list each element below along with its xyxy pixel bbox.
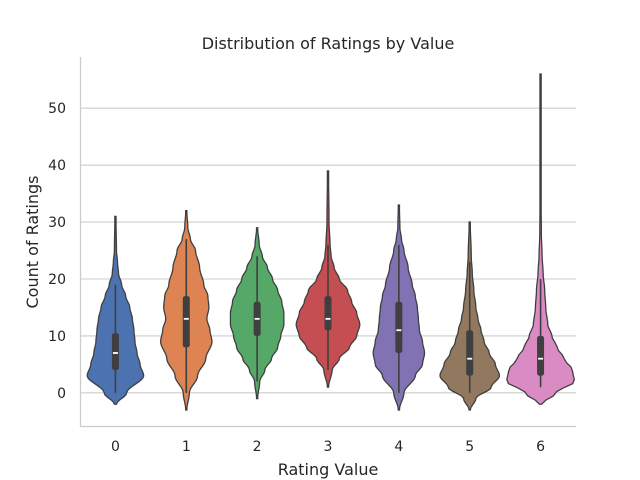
x-tick-label: 3 [324, 439, 333, 455]
violin-body [506, 73, 575, 405]
x-tick-label: 1 [182, 439, 191, 455]
violin-iqr-box [111, 333, 119, 371]
violin-iqr-box [395, 301, 403, 353]
x-tick-label: 6 [536, 439, 545, 455]
violin-iqr-box [537, 335, 545, 376]
y-tick-label: 50 [48, 101, 66, 117]
y-tick-labels: 0 10 20 30 40 50 [48, 101, 66, 402]
y-tick-label: 40 [48, 158, 66, 174]
x-tick-label: 5 [465, 439, 474, 455]
y-tick-label: 30 [48, 215, 66, 231]
violin-iqr-box [182, 296, 190, 348]
violins [86, 73, 575, 411]
x-tick-label: 2 [253, 439, 262, 455]
y-tick-label: 0 [57, 386, 66, 402]
y-tick-label: 20 [48, 272, 66, 288]
y-axis-label: Count of Ratings [23, 175, 42, 308]
y-tick-label: 10 [48, 329, 66, 345]
violin-iqr-box [466, 330, 474, 376]
x-tick-labels: 0 1 2 3 4 5 6 [111, 439, 545, 455]
x-tick-label: 4 [394, 439, 403, 455]
x-tick-label: 0 [111, 439, 120, 455]
violin-iqr-box [324, 296, 332, 331]
x-axis-label: Rating Value [278, 460, 379, 479]
chart-title: Distribution of Ratings by Value [202, 34, 455, 53]
